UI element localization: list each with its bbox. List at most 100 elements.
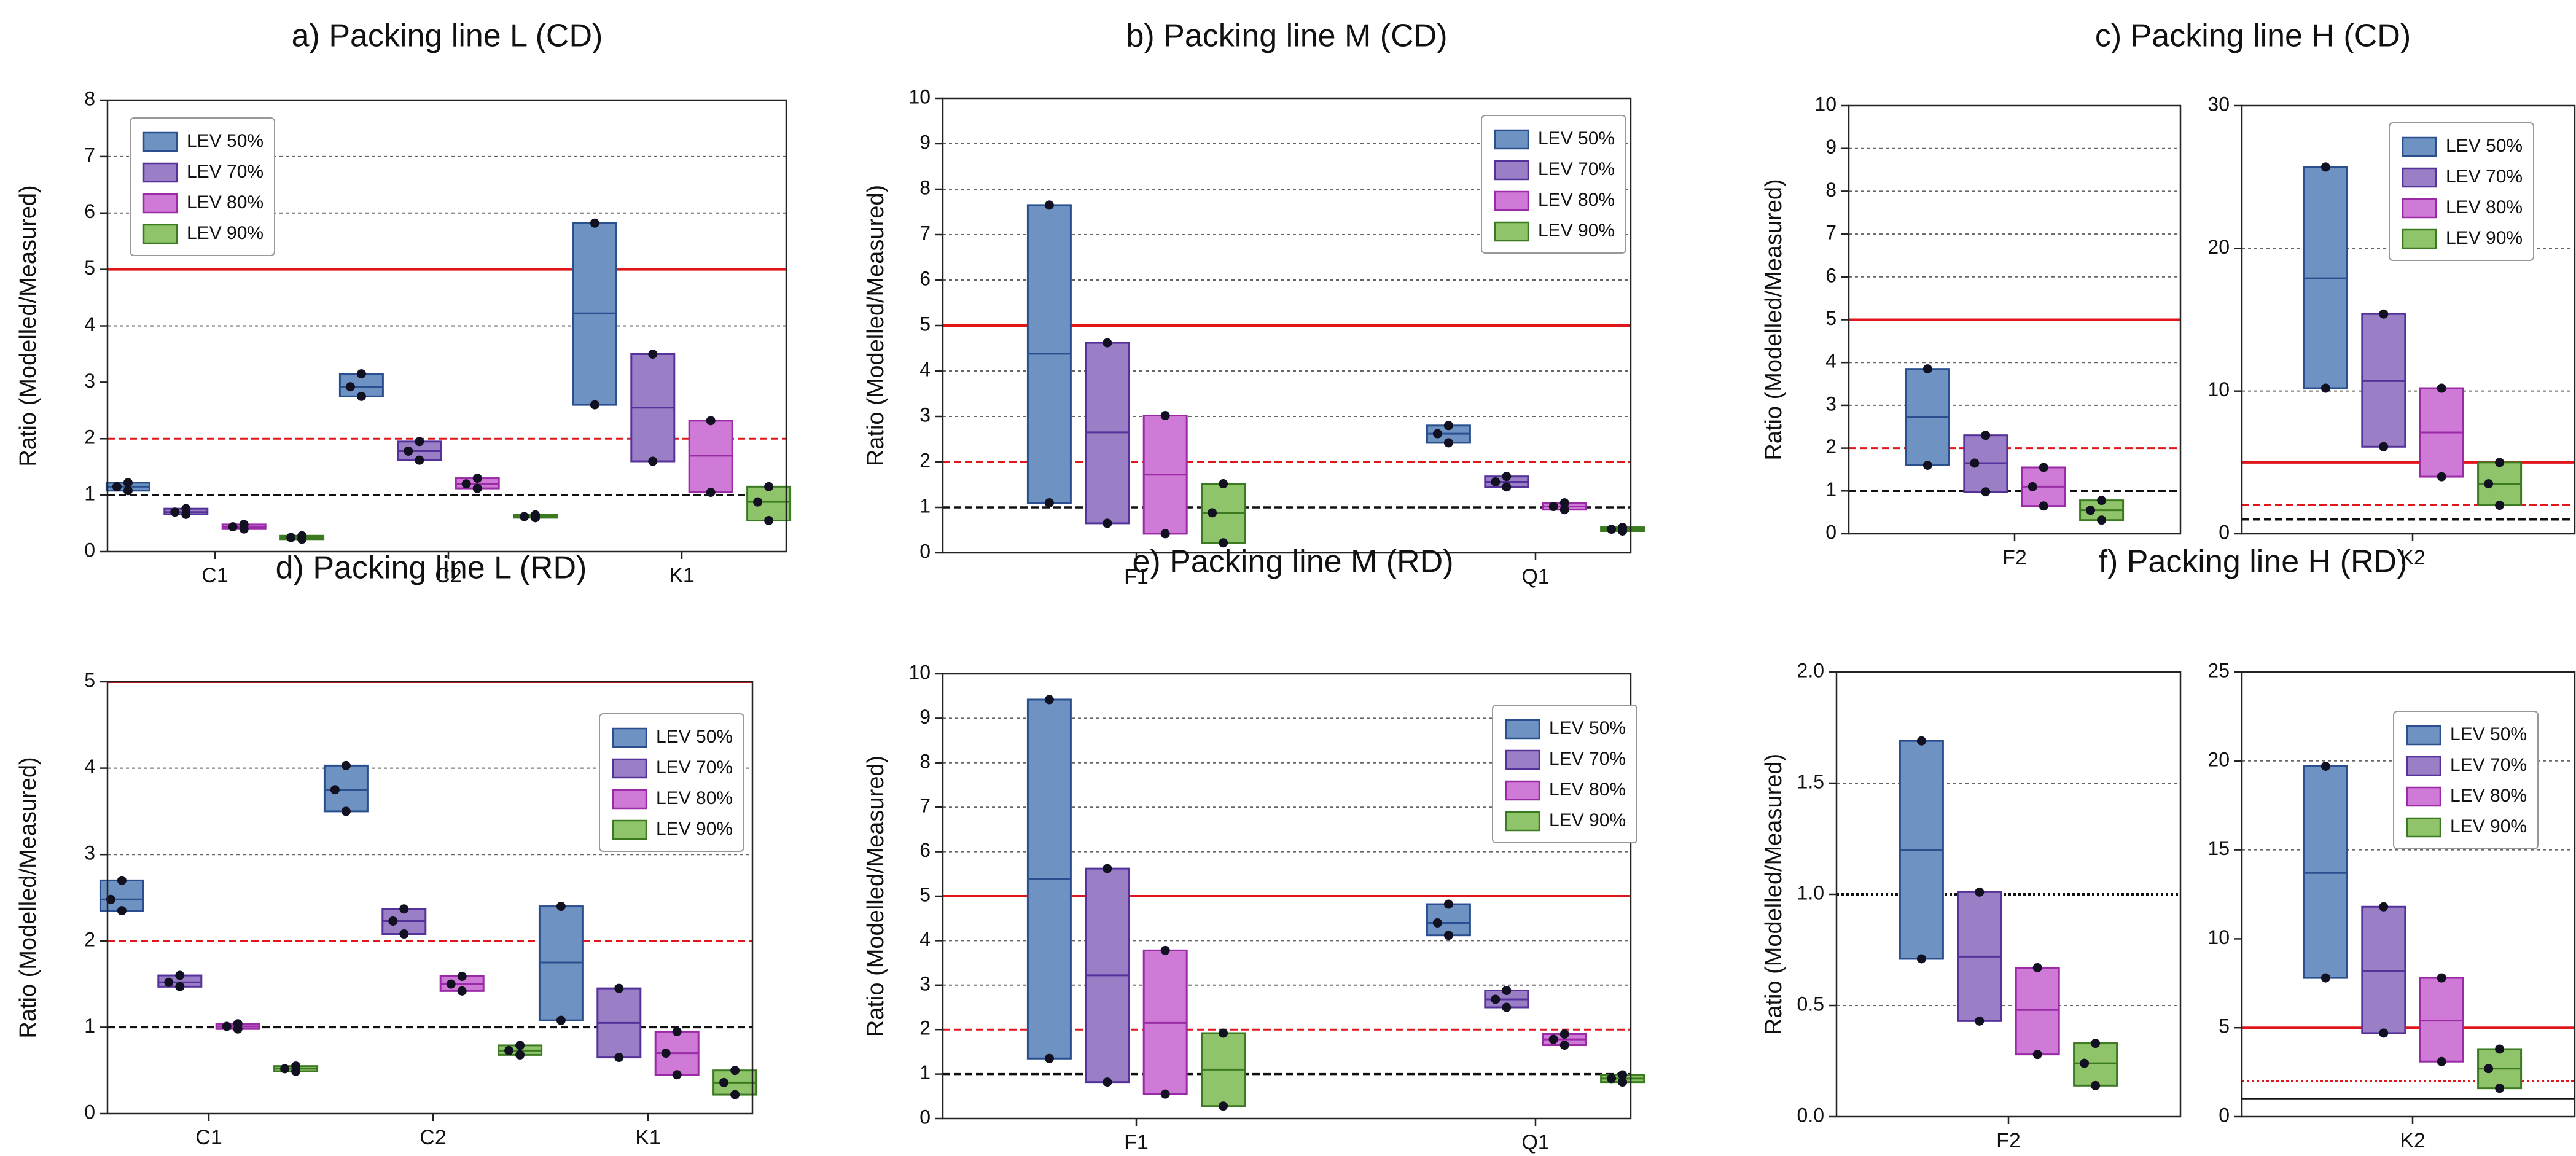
data-point [1103, 1077, 1112, 1087]
legend-label: LEV 70% [656, 757, 733, 778]
data-point [1970, 458, 1980, 468]
y-tick-label: 5 [2219, 1015, 2230, 1037]
legend-label: LEV 50% [656, 727, 733, 747]
y-tick-label: 1 [919, 1061, 931, 1084]
data-point [2091, 1080, 2101, 1090]
y-tick-label: 0 [84, 1101, 95, 1123]
data-point [764, 515, 774, 525]
y-tick-label: 0.0 [1797, 1104, 1824, 1126]
data-point [730, 1090, 740, 1099]
y-tick-label: 0 [2219, 521, 2230, 543]
panel-title-c1: c) Packing line H (CD) [2095, 18, 2411, 54]
data-point [1618, 1077, 1628, 1087]
panel-f1: f) Packing line H (RD) Ratio (Modelled/Me… [1761, 544, 2407, 1152]
legend-swatch [142, 162, 178, 183]
data-point [170, 507, 180, 517]
legend-label: LEV 50% [187, 131, 263, 151]
data-point [1548, 1034, 1558, 1044]
data-point [341, 760, 351, 770]
data-point [239, 520, 249, 529]
data-point [1618, 1070, 1628, 1080]
data-point [1432, 918, 1442, 928]
legend-label: LEV 80% [2446, 197, 2523, 217]
data-point [2495, 1044, 2505, 1054]
y-tick-label: 8 [919, 750, 931, 772]
y-tick-label: 1 [1825, 478, 1836, 501]
y-tick-label: 10 [1814, 93, 1836, 115]
y-tick-label: 1.0 [1797, 881, 1824, 904]
plot-frame [106, 681, 754, 1115]
y-tick-label: 15 [2207, 837, 2230, 859]
data-point [2097, 496, 2107, 506]
y-tick-label: 5 [919, 883, 931, 905]
legend: LEV 50% LEV 70% LEV 80% LEV 90% [2389, 122, 2534, 261]
legend-swatch [2402, 228, 2437, 249]
y-tick-label: 8 [1825, 179, 1836, 201]
data-point [228, 522, 238, 532]
legend-label: LEV 50% [1538, 128, 1615, 149]
data-point [661, 1049, 671, 1058]
legend-swatch [612, 727, 647, 748]
data-point [1922, 460, 1932, 470]
data-point [106, 894, 115, 904]
panel-c2: 0 10 20 30 K2 LEV 50% LEV 70% LEV 80% LEV 90% [2207, 93, 2576, 569]
x-tick-label: C1 [195, 1126, 222, 1149]
data-point [1922, 364, 1932, 374]
panel-title-f1: f) Packing line H (RD) [2099, 544, 2408, 580]
panel-f2: 0 5 10 15 20 25 K2 LEV 50% LEV 70% LEV 80% LEV 90% [2207, 659, 2576, 1152]
y-tick-label: 4 [919, 928, 931, 950]
data-point [1103, 864, 1112, 873]
legend: LEV 50% LEV 70% LEV 80% LEV 90% [1481, 115, 1626, 254]
panel-d: d) Packing line L (RD) Ratio (Modelled/Me… [15, 550, 758, 1149]
y-axis-label: Ratio (Modelled/Measured) [1761, 754, 1787, 1035]
y-tick-label: 25 [2207, 659, 2230, 681]
plot-frame [2241, 671, 2576, 1118]
legend-swatch [1505, 719, 1540, 740]
legend-swatch [2402, 167, 2437, 188]
y-tick-label: 10 [2207, 378, 2230, 400]
y-tick-label: 6 [84, 200, 95, 222]
y-tick-label: 0.5 [1797, 993, 1824, 1015]
data-point [2097, 515, 2107, 525]
data-point [175, 970, 185, 980]
y-tick-label: 10 [2207, 926, 2230, 948]
data-point [2437, 383, 2446, 393]
data-point [457, 971, 467, 981]
legend-label: LEV 70% [2446, 166, 2523, 187]
y-tick-label: 7 [1825, 222, 1836, 244]
legend-swatch [1494, 221, 1529, 242]
legend-swatch [142, 193, 178, 214]
data-point [1160, 945, 1170, 955]
data-point [222, 1021, 232, 1031]
y-tick-label: 6 [919, 839, 931, 861]
legend-frame [1481, 115, 1626, 254]
data-point [117, 906, 127, 916]
data-point [2379, 309, 2389, 319]
data-point [753, 497, 763, 507]
x-tick-label: K1 [669, 564, 695, 587]
data-point [1548, 502, 1558, 512]
data-point [1502, 985, 1512, 995]
data-point [515, 1041, 525, 1050]
y-tick-label: 20 [2207, 236, 2230, 258]
data-point [297, 531, 307, 541]
y-tick-label: 3 [1825, 392, 1836, 415]
data-point [2320, 973, 2330, 983]
legend-label: LEV 70% [187, 162, 263, 182]
legend-label: LEV 50% [2450, 724, 2527, 744]
data-point [614, 983, 624, 993]
y-tick-label: 4 [1825, 350, 1836, 372]
x-tick-label: F1 [1124, 1131, 1149, 1154]
data-point [2028, 482, 2037, 491]
legend-swatch [2406, 817, 2441, 838]
panel-e: e) Packing line M (RD) Ratio (Modelled/Me… [863, 544, 1645, 1154]
data-point [1975, 887, 1985, 897]
x-tick-label: F2 [2002, 546, 2027, 569]
data-point [181, 504, 191, 514]
y-tick-label: 0 [1825, 521, 1836, 543]
x-tick-label: F2 [1996, 1129, 2021, 1152]
x-tick-label: Q1 [1521, 1131, 1549, 1154]
y-tick-label: 4 [84, 756, 95, 778]
data-point [1502, 1002, 1512, 1012]
legend-label: LEV 90% [1549, 810, 1626, 830]
